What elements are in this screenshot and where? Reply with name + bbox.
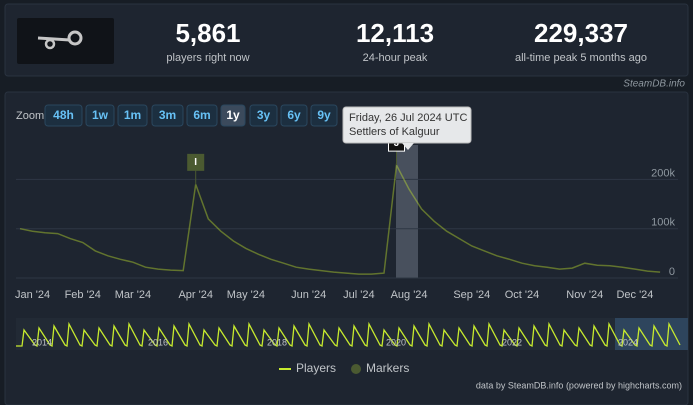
zoom-button-label[interactable]: 1y	[226, 108, 240, 122]
y-tick-label: 0	[669, 266, 675, 278]
zoom-button[interactable]	[310, 104, 338, 127]
zoom-button[interactable]	[186, 104, 218, 127]
watermark: SteamDB.info	[623, 79, 685, 90]
tooltip-text: Settlers of Kalguur	[349, 126, 440, 138]
zoom-button-label[interactable]: 1m	[124, 108, 141, 122]
x-tick-label: Apr '24	[178, 289, 213, 301]
stat-value: 229,337	[534, 18, 628, 48]
navigator-year: 2018	[267, 337, 287, 347]
flag[interactable]	[187, 153, 205, 171]
stat-value: 12,113	[356, 18, 434, 48]
navigator-year: 2014	[32, 337, 52, 347]
navigator-year: 2024	[618, 337, 638, 347]
zoom-button-label[interactable]: 1w	[92, 108, 109, 122]
zoom-button[interactable]	[117, 104, 148, 127]
x-tick-label: Feb '24	[65, 289, 101, 301]
zoom-button[interactable]	[151, 104, 184, 127]
x-tick-label: May '24	[227, 289, 265, 301]
y-tick-label: 100k	[651, 217, 675, 229]
zoom-button-label[interactable]: 48h	[53, 108, 74, 122]
zoom-button-label[interactable]: 3y	[257, 108, 271, 122]
steam-logo	[37, 30, 83, 50]
x-tick-label: Aug '24	[391, 289, 428, 301]
stat-value: 5,861	[175, 18, 240, 48]
navigator-line	[16, 321, 681, 348]
x-tick-label: Jan '24	[15, 289, 50, 301]
stat-label: players right now	[166, 52, 249, 64]
navigator-year: 2016	[148, 337, 168, 347]
zoom-button[interactable]	[220, 104, 246, 127]
zoom-button[interactable]	[249, 104, 278, 127]
legend-symbol	[351, 364, 361, 374]
x-tick-label: Nov '24	[566, 289, 603, 301]
zoom-button[interactable]	[85, 104, 115, 127]
x-tick-label: Jun '24	[291, 289, 326, 301]
zoom-label: Zoom	[16, 110, 44, 122]
navigator-year: 2020	[386, 337, 406, 347]
hover-band	[396, 145, 418, 278]
credits: data by SteamDB.info (powered by highcha…	[476, 380, 682, 390]
zoom-button-label[interactable]: 6y	[287, 108, 301, 122]
x-tick-label: Jul '24	[343, 289, 374, 301]
x-tick-label: Dec '24	[616, 289, 653, 301]
players-line	[19, 162, 661, 275]
zoom-button-label[interactable]: 3m	[159, 108, 176, 122]
legend-label[interactable]: Markers	[366, 361, 409, 375]
x-tick-label: Oct '24	[505, 289, 540, 301]
tooltip-pointer	[402, 143, 414, 150]
x-tick-label: Mar '24	[115, 289, 151, 301]
tooltip-date: Friday, 26 Jul 2024 UTC	[349, 112, 467, 124]
zoom-button-label[interactable]: 9y	[317, 108, 331, 122]
navigator-year: 2022	[502, 337, 522, 347]
flag-title: I	[194, 157, 197, 168]
stat-label: 24-hour peak	[363, 52, 428, 64]
stat-label: all-time peak 5 months ago	[515, 52, 647, 64]
zoom-button[interactable]	[280, 104, 308, 127]
zoom-button-label[interactable]: 6m	[193, 108, 210, 122]
zoom-button[interactable]	[44, 104, 83, 127]
legend-label[interactable]: Players	[296, 361, 336, 375]
y-tick-label: 200k	[651, 167, 675, 179]
x-tick-label: Sep '24	[453, 289, 490, 301]
stats-panel	[4, 3, 689, 77]
